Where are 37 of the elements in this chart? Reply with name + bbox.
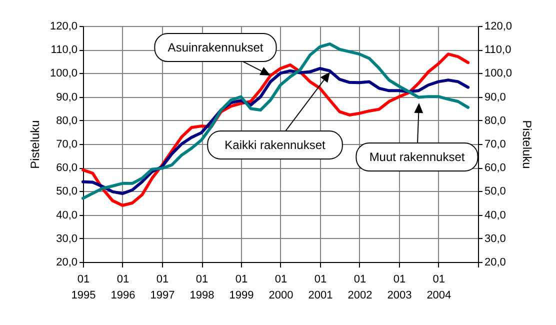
x-tick-label: 01 2002 [348,274,372,302]
x-tick-label: 01 1999 [229,274,254,302]
x-tick-label: 01 1995 [71,274,96,302]
x-tick-label: 01 1997 [150,274,175,302]
y2-tick-label: 60,0 [484,162,506,174]
annotation: Kaikki rakennukset [224,138,326,152]
y2-tick-label: 70,0 [484,138,506,150]
y-axis-title: Pisteluku [28,120,42,169]
x-tick-label: 01 2003 [387,274,412,302]
annotation: Muut rakennukset [369,150,466,164]
x-tick-label: 01 2001 [308,274,333,302]
y2-tick-label: 80,0 [484,114,506,127]
y2-tick-label: 110,0 [484,44,512,56]
y-tick-label: 110,0 [50,44,78,56]
y2-tick-label: 90,0 [484,91,506,104]
y2-tick-label: 50,0 [484,186,506,198]
x-tick-label: 01 1998 [190,274,214,302]
x-tick-label: 01 1996 [110,274,136,302]
y2-tick-label: 20,0 [484,256,506,268]
y-tick-label: 50,0 [56,186,78,198]
y-tick-label: 100,0 [50,68,78,80]
y2-tick-label: 120,0 [484,20,512,32]
x-tick-label: 01 2000 [268,274,294,302]
y-tick-label: 20,0 [56,256,78,268]
y-tick-label: 60,0 [56,162,78,174]
y-tick-label: 90,0 [56,91,78,104]
y-tick-label: 70,0 [56,138,78,150]
y2-tick-label: 40,0 [484,209,506,222]
y2-tick-label: 30,0 [484,232,506,245]
y2-axis-title: Pisteluku [520,120,534,169]
x-tick-label: 01 2004 [426,274,452,302]
y-tick-label: 120,0 [50,20,78,32]
y-tick-label: 30,0 [56,232,78,245]
y-tick-label: 40,0 [56,209,78,222]
y2-tick-label: 100,0 [484,68,512,80]
annotation: Asuinrakennukset [168,40,264,55]
y-tick-label: 80,0 [56,114,78,127]
